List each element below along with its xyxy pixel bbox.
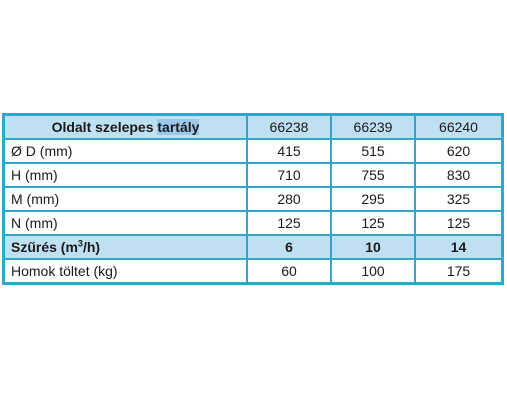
table-row: Homok töltet (kg) 60 100 175 [4, 259, 502, 283]
table-row: N (mm) 125 125 125 [4, 211, 502, 235]
cell-value: 125 [415, 211, 502, 235]
cell-value: 830 [415, 163, 502, 187]
cell-value: 280 [247, 187, 331, 211]
model-header-1: 66238 [247, 115, 331, 139]
title-selected-text[interactable]: tartály [157, 119, 200, 135]
spec-table: Oldalt szelepes tartály 66238 66239 6624… [2, 113, 504, 285]
model-header-3: 66240 [415, 115, 502, 139]
cell-value: 125 [247, 211, 331, 235]
cell-value: 755 [331, 163, 415, 187]
filter-label-sup: 3 [77, 238, 83, 249]
cell-value: 14 [415, 235, 502, 259]
filter-label-prefix: Szűrés (m [11, 239, 78, 255]
cell-value: 515 [331, 139, 415, 163]
cell-value: 100 [331, 259, 415, 283]
cell-value: 125 [331, 211, 415, 235]
cell-value: 175 [415, 259, 502, 283]
cell-value: 710 [247, 163, 331, 187]
model-header-2: 66239 [331, 115, 415, 139]
row-label-height: H (mm) [4, 163, 247, 187]
cell-value: 295 [331, 187, 415, 211]
header-row: Oldalt szelepes tartály 66238 66239 6624… [4, 115, 502, 139]
cell-value: 620 [415, 139, 502, 163]
table-title[interactable]: Oldalt szelepes tartály [4, 115, 247, 139]
row-label-m: M (mm) [4, 187, 247, 211]
cell-value: 415 [247, 139, 331, 163]
row-label-n: N (mm) [4, 211, 247, 235]
cell-value: 325 [415, 187, 502, 211]
title-prefix: Oldalt szelepes [51, 119, 158, 135]
cell-value: 10 [331, 235, 415, 259]
table-row: H (mm) 710 755 830 [4, 163, 502, 187]
cell-value: 6 [247, 235, 331, 259]
row-label-diameter: Ø D (mm) [4, 139, 247, 163]
filter-label-suffix: /h) [82, 239, 101, 255]
row-label-filter: Szűrés (m3/h) [4, 235, 247, 259]
table-row: M (mm) 280 295 325 [4, 187, 502, 211]
table-row: Ø D (mm) 415 515 620 [4, 139, 502, 163]
filter-row: Szűrés (m3/h) 6 10 14 [4, 235, 502, 259]
row-label-sand: Homok töltet (kg) [4, 259, 247, 283]
cell-value: 60 [247, 259, 331, 283]
